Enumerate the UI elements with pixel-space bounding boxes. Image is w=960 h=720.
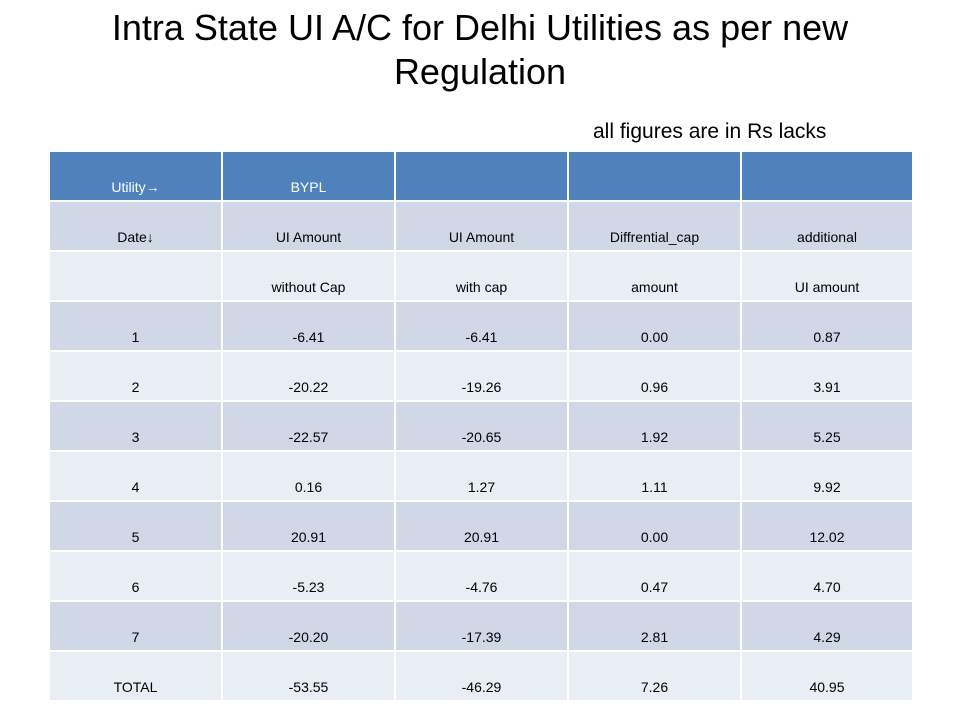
ui-account-table: Utility→ BYPL Date↓ UI Amount UI Amount … xyxy=(48,150,914,702)
value-cell: 20.91 xyxy=(221,500,396,552)
date-cell: 6 xyxy=(48,550,223,602)
table-header-row: Utility→ BYPL xyxy=(48,150,914,202)
subheader-cell: UI Amount xyxy=(221,200,396,252)
subheader-cell: amount xyxy=(567,250,742,302)
table-row: 6 -5.23 -4.76 0.47 4.70 xyxy=(48,550,914,602)
value-cell: 0.87 xyxy=(740,300,914,352)
table-total-row: TOTAL -53.55 -46.29 7.26 40.95 xyxy=(48,650,914,702)
table-row: 1 -6.41 -6.41 0.00 0.87 xyxy=(48,300,914,352)
date-cell: 3 xyxy=(48,400,223,452)
table-row: 3 -22.57 -20.65 1.92 5.25 xyxy=(48,400,914,452)
header-cell xyxy=(740,150,914,202)
subheader-cell: additional xyxy=(740,200,914,252)
total-label: TOTAL xyxy=(48,650,223,702)
value-cell: 5.25 xyxy=(740,400,914,452)
subheader-cell: Diffrential_cap xyxy=(567,200,742,252)
value-cell: 4.29 xyxy=(740,600,914,652)
total-cell: 7.26 xyxy=(567,650,742,702)
value-cell: 3.91 xyxy=(740,350,914,402)
value-cell: -20.20 xyxy=(221,600,396,652)
value-cell: 2.81 xyxy=(567,600,742,652)
total-cell: 40.95 xyxy=(740,650,914,702)
subheader-cell: UI Amount xyxy=(394,200,569,252)
value-cell: 4.70 xyxy=(740,550,914,602)
subheader-cell: with cap xyxy=(394,250,569,302)
table-row: 5 20.91 20.91 0.00 12.02 xyxy=(48,500,914,552)
date-cell: 7 xyxy=(48,600,223,652)
value-cell: -20.22 xyxy=(221,350,396,402)
date-cell: 5 xyxy=(48,500,223,552)
table-row: 4 0.16 1.27 1.11 9.92 xyxy=(48,450,914,502)
value-cell: 0.96 xyxy=(567,350,742,402)
value-cell: 1.92 xyxy=(567,400,742,452)
table-subheader-row: Date↓ UI Amount UI Amount Diffrential_ca… xyxy=(48,200,914,252)
table-subheader-row: without Cap with cap amount UI amount xyxy=(48,250,914,302)
date-cell: 1 xyxy=(48,300,223,352)
value-cell: 0.00 xyxy=(567,500,742,552)
value-cell: 1.27 xyxy=(394,450,569,502)
header-cell xyxy=(394,150,569,202)
subheader-cell: without Cap xyxy=(221,250,396,302)
title-line-1: Intra State UI A/C for Delhi Utilities a… xyxy=(111,7,849,48)
value-cell: 1.11 xyxy=(567,450,742,502)
value-cell: 9.92 xyxy=(740,450,914,502)
value-cell: -6.41 xyxy=(394,300,569,352)
value-cell: -4.76 xyxy=(394,550,569,602)
subheader-cell: UI amount xyxy=(740,250,914,302)
header-cell xyxy=(567,150,742,202)
value-cell: 20.91 xyxy=(394,500,569,552)
value-cell: 0.16 xyxy=(221,450,396,502)
value-cell: -22.57 xyxy=(221,400,396,452)
subheader-cell xyxy=(48,250,223,302)
total-cell: -46.29 xyxy=(394,650,569,702)
value-cell: 12.02 xyxy=(740,500,914,552)
value-cell: -5.23 xyxy=(221,550,396,602)
page-title: Intra State UI A/C for Delhi Utilities a… xyxy=(0,6,960,94)
table-row: 7 -20.20 -17.39 2.81 4.29 xyxy=(48,600,914,652)
table-row: 2 -20.22 -19.26 0.96 3.91 xyxy=(48,350,914,402)
total-cell: -53.55 xyxy=(221,650,396,702)
value-cell: 0.00 xyxy=(567,300,742,352)
value-cell: -17.39 xyxy=(394,600,569,652)
value-cell: -20.65 xyxy=(394,400,569,452)
value-cell: -6.41 xyxy=(221,300,396,352)
title-line-2: Regulation xyxy=(393,51,567,92)
header-cell-utility: Utility→ xyxy=(48,150,223,202)
subheader-cell-date: Date↓ xyxy=(48,200,223,252)
value-cell: 0.47 xyxy=(567,550,742,602)
date-cell: 2 xyxy=(48,350,223,402)
units-note: all figures are in Rs lacks xyxy=(593,120,827,143)
header-cell-bypl: BYPL xyxy=(221,150,396,202)
value-cell: -19.26 xyxy=(394,350,569,402)
date-cell: 4 xyxy=(48,450,223,502)
